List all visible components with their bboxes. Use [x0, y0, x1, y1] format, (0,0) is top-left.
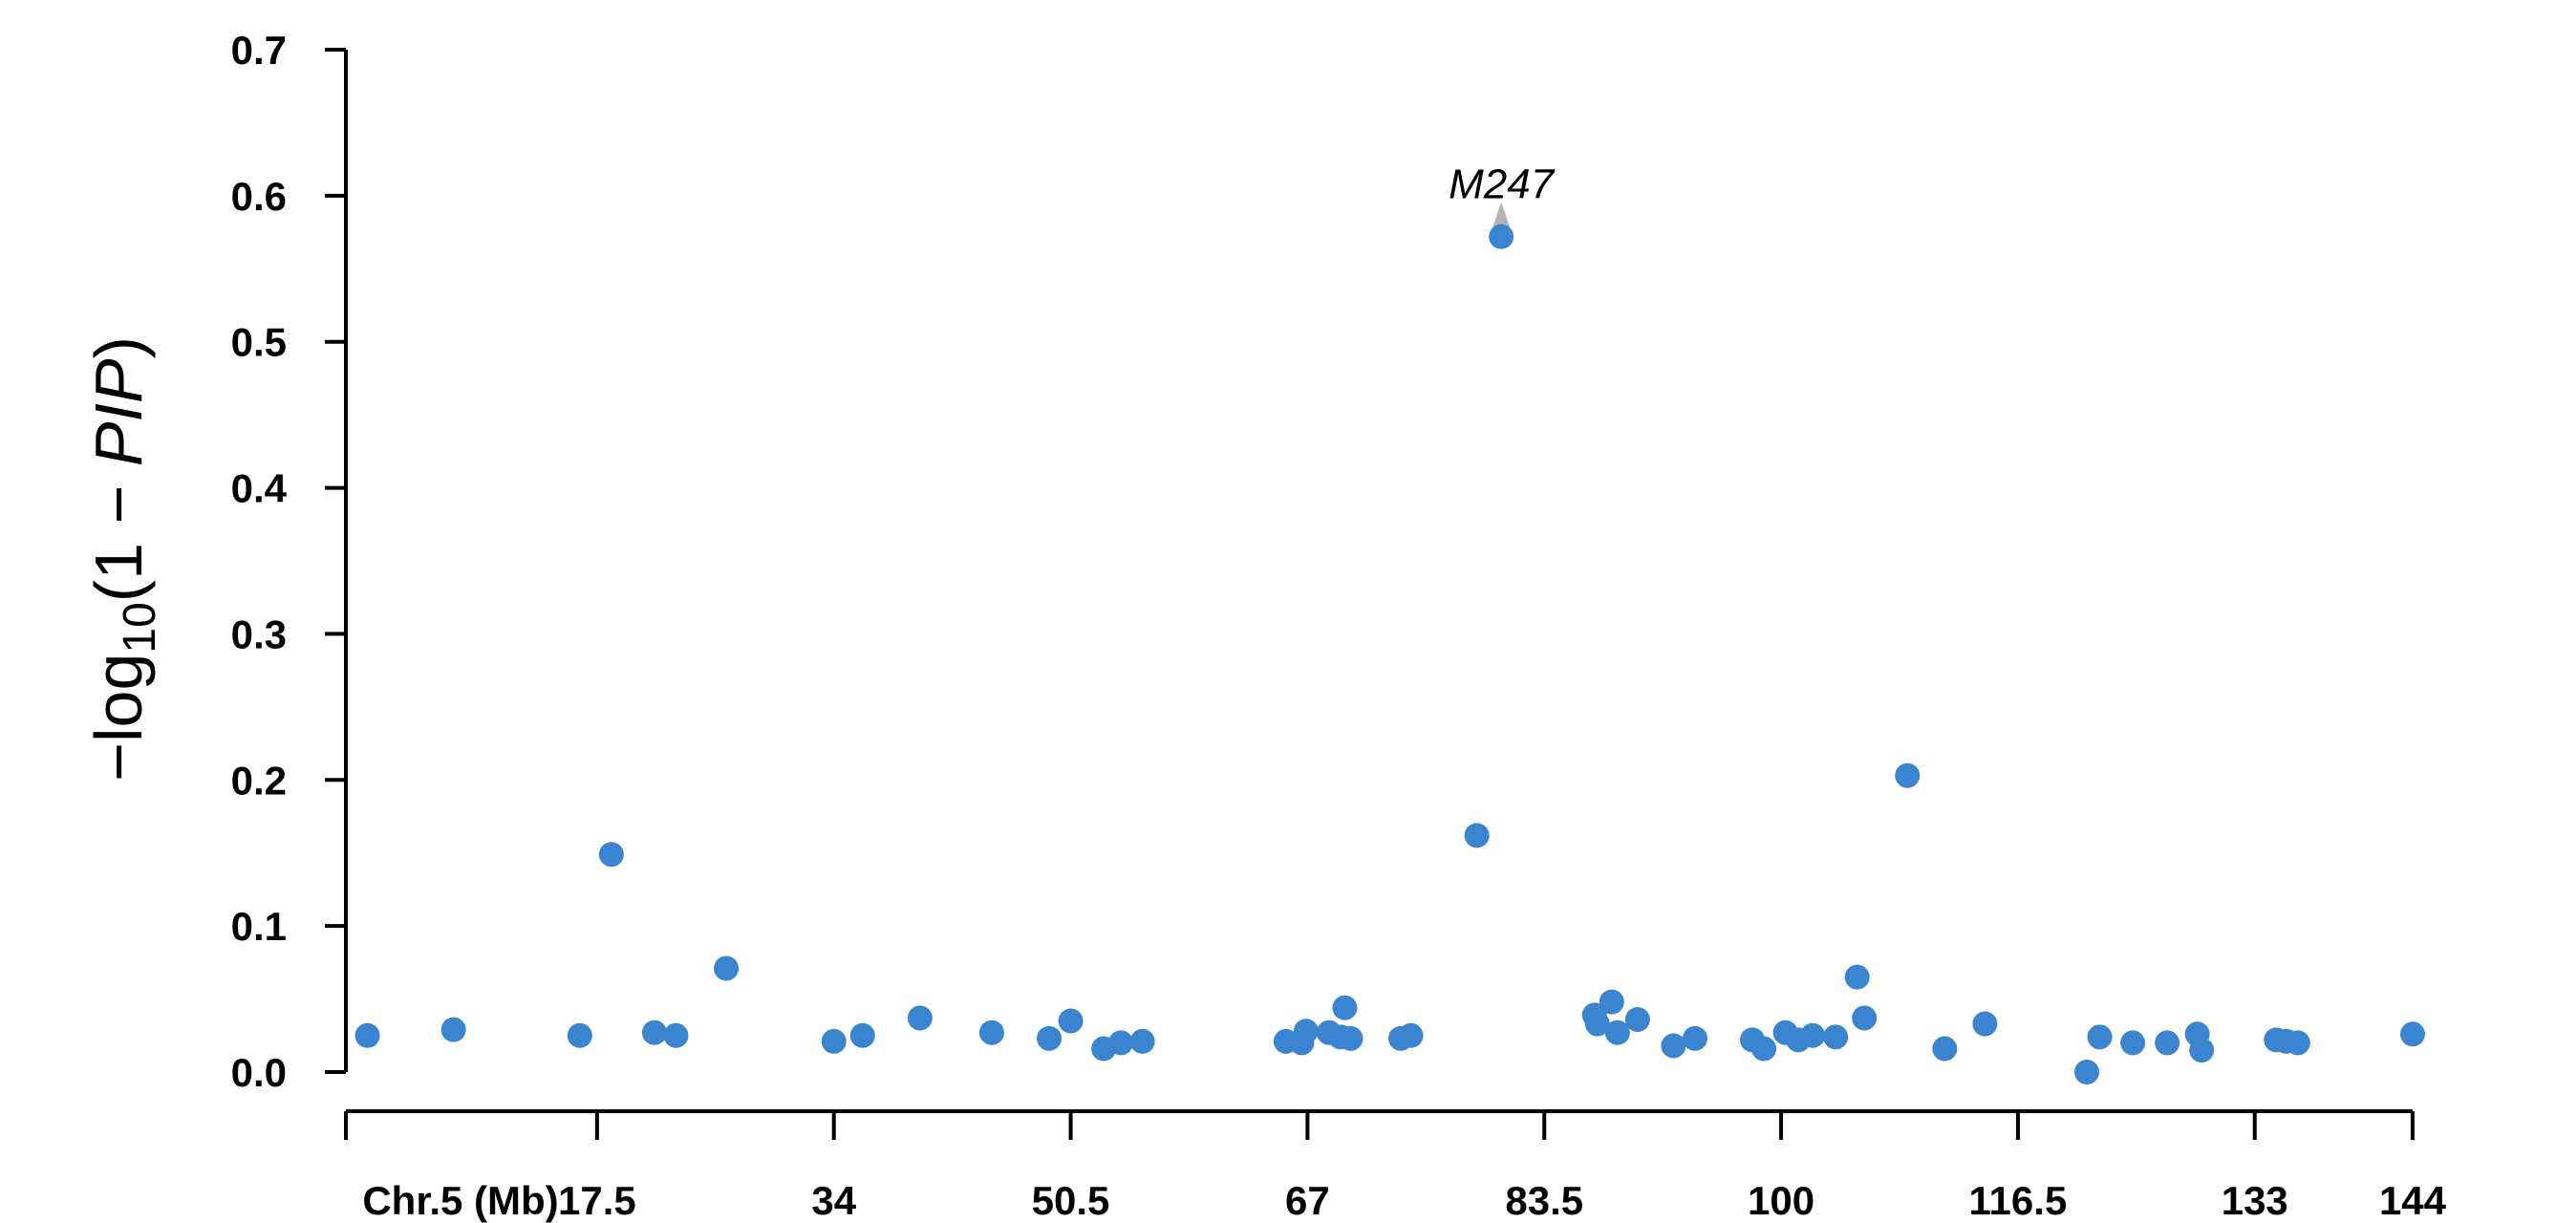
x-tick-label: 34: [811, 1178, 856, 1223]
data-point: [2074, 1060, 2100, 1084]
y-tick-label: 0.5: [231, 320, 287, 365]
data-point: [1108, 1030, 1134, 1056]
data-point: [354, 1022, 380, 1048]
x-tick-label: 17.5: [558, 1178, 636, 1223]
annotations: M247: [1449, 161, 1556, 227]
y-tick-label: 0.2: [231, 758, 287, 803]
y-axis-label-italic: PIP: [81, 358, 156, 466]
annotation-label: M247: [1449, 161, 1556, 208]
data-point: [2087, 1024, 2113, 1050]
y-axis-label: −log10(1 − PIP): [81, 336, 165, 782]
data-point: [1661, 1033, 1686, 1059]
x-tick-label: 144: [2379, 1178, 2447, 1223]
data-points: [354, 224, 2425, 1084]
data-point: [1293, 1019, 1319, 1044]
data-point: [1599, 989, 1624, 1015]
data-point: [1332, 995, 1358, 1020]
y-axis-label-prefix: −log: [81, 654, 156, 782]
data-point: [2285, 1030, 2310, 1056]
data-point: [849, 1022, 875, 1048]
x-tick-label: 83.5: [1505, 1178, 1583, 1223]
data-point: [2120, 1030, 2146, 1056]
data-point: [907, 1005, 933, 1031]
y-tick-label: 0.7: [231, 28, 287, 73]
data-point: [1604, 1019, 1630, 1045]
x-tick-label: 133: [2222, 1178, 2288, 1223]
data-point: [1129, 1028, 1155, 1054]
data-point: [1844, 964, 1870, 990]
x-tick-label: 67: [1285, 1178, 1330, 1223]
annotation-pointer: [1492, 202, 1511, 227]
data-point: [1584, 1011, 1610, 1037]
data-point: [1037, 1025, 1063, 1051]
y-tick-label: 0.3: [231, 612, 287, 656]
data-point: [1464, 823, 1490, 848]
x-tick-label: Chr.5 (Mb): [362, 1178, 558, 1223]
data-point: [1398, 1022, 1424, 1048]
data-point: [1682, 1025, 1707, 1051]
y-tick-label: 0.4: [231, 466, 288, 511]
data-point: [821, 1028, 847, 1054]
data-point: [1489, 224, 1514, 249]
data-point: [2189, 1038, 2215, 1063]
y-axis-label-body: (1 −: [81, 466, 156, 602]
x-axis: Chr.5 (Mb) 17.5 34 50.5 67 83.5 100 116.5 133 144: [344, 1109, 2447, 1223]
data-point: [1895, 762, 1921, 788]
data-point: [641, 1019, 667, 1045]
data-point: [440, 1017, 466, 1042]
x-tick-label: 50.5: [1032, 1178, 1110, 1223]
data-point: [1751, 1036, 1777, 1062]
data-point: [714, 955, 740, 981]
data-point: [1800, 1022, 1826, 1048]
data-point: [1852, 1005, 1878, 1031]
data-point: [1823, 1024, 1849, 1050]
data-point: [663, 1022, 689, 1048]
y-tick-label: 0.1: [231, 904, 287, 949]
data-point: [567, 1022, 592, 1048]
y-tick-label: 0.6: [231, 174, 287, 219]
data-point: [2155, 1030, 2180, 1056]
x-tick-label: 116.5: [1969, 1178, 2068, 1223]
x-tick-label: 100: [1748, 1178, 1814, 1223]
data-point: [1972, 1011, 1998, 1037]
data-point: [1058, 1008, 1084, 1034]
y-tick-label: 0.0: [231, 1050, 287, 1095]
y-axis: 0.0 0.1 0.2 0.3 0.4 0.5 0.6 0.7: [231, 28, 348, 1095]
data-point: [598, 842, 624, 868]
data-point: [978, 1019, 1004, 1045]
data-point: [1932, 1036, 1958, 1062]
data-point: [2400, 1021, 2425, 1047]
data-point: [1624, 1006, 1650, 1032]
data-point: [1338, 1025, 1363, 1051]
y-axis-label-subscript: 10: [115, 602, 165, 653]
y-axis-label-suffix: ): [81, 336, 156, 358]
